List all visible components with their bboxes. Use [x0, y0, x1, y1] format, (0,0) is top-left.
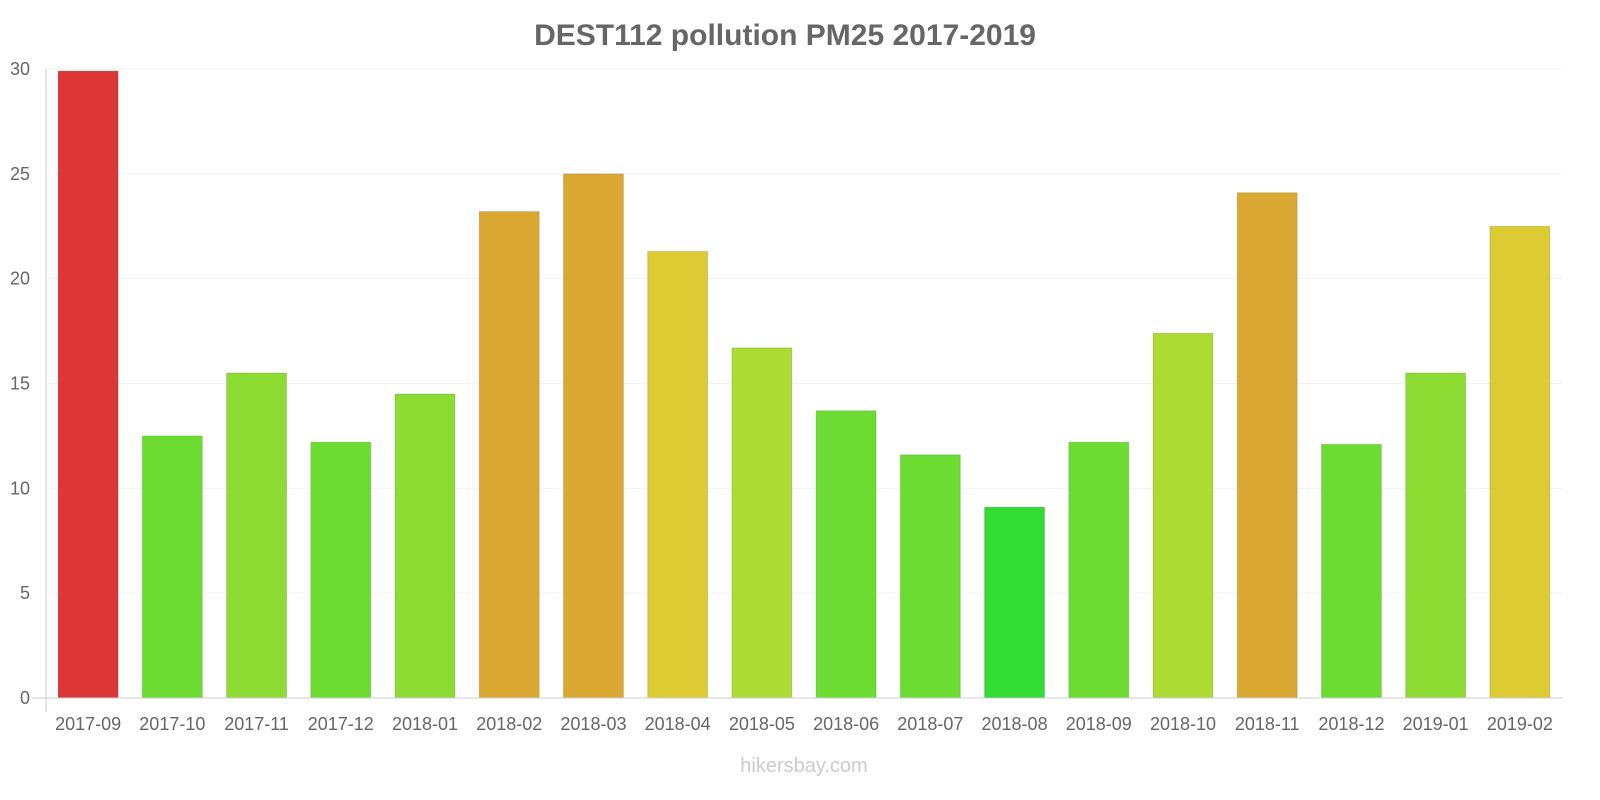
bar-2018-03: 2018-03: 25: [562, 173, 624, 699]
bar-2018-04: 2018-04: 21.3: [647, 250, 709, 699]
x-tick-label: 2017-09: [55, 714, 121, 734]
x-tick-label: 2019-02: [1487, 714, 1553, 734]
x-tick-label: 2018-11: [1235, 714, 1300, 734]
y-tick-label: 20: [10, 269, 30, 289]
y-tick-label: 10: [10, 478, 30, 498]
bar-2018-07: 2018-07: 11.6: [899, 454, 961, 699]
bar-2018-10: 2018-10: 17.4: [1152, 332, 1214, 699]
x-tick-label: 2017-10: [139, 714, 205, 734]
x-tick-label: 2018-01: [392, 714, 458, 734]
bar-2018-02: 2018-02: 23.2: [478, 211, 540, 699]
bar-2019-02: 2019-02: 22.5: [1489, 225, 1551, 699]
y-tick-label: 30: [10, 59, 30, 79]
bar-2017-12: 2017-12: 12.2: [310, 441, 372, 699]
x-tick-label: 2017-11: [224, 714, 289, 734]
x-tick-label: 2019-01: [1403, 714, 1469, 734]
x-tick-label: 2018-04: [645, 714, 711, 734]
bar-2018-11: 2018-11: 24.1: [1236, 192, 1298, 699]
x-tick-label: 2018-06: [813, 714, 879, 734]
x-tick-label: 2017-12: [308, 714, 374, 734]
x-tick-label: 2018-12: [1318, 714, 1384, 734]
watermark: hikersbay.com: [740, 755, 867, 777]
y-tick-label: 5: [20, 583, 30, 603]
y-tick-label: 25: [10, 164, 30, 184]
x-tick-label: 2018-10: [1150, 714, 1216, 734]
bar-2018-05: 2018-05: 16.7: [731, 347, 793, 699]
x-tick-label: 2018-05: [729, 714, 795, 734]
bar-2018-08: 2018-08: 9.1: [984, 506, 1046, 699]
x-tick-label: 2018-02: [476, 714, 542, 734]
x-tick-label: 2018-03: [560, 714, 626, 734]
bar-2017-10: 2017-10: 12.5: [141, 435, 203, 699]
bar-2018-09: 2018-09: 12.2: [1068, 441, 1130, 699]
x-tick-label: 2018-08: [982, 714, 1048, 734]
chart-title: DEST112 pollution PM25 2017-2019: [534, 19, 1036, 52]
y-tick-label: 15: [10, 374, 30, 394]
bar-2018-06: 2018-06: 13.7: [815, 410, 877, 699]
bar-2018-12: 2018-12: 12.1: [1320, 443, 1382, 699]
bar-2017-09: 2017-09: 29.9: [57, 70, 119, 699]
x-tick-label: 2018-09: [1066, 714, 1132, 734]
bar-2018-01: 2018-01: 14.5: [394, 393, 456, 699]
x-tick-label: 2018-07: [897, 714, 963, 734]
y-tick-label: 0: [20, 688, 30, 708]
bar-2017-11: 2017-11: 15.5: [226, 372, 288, 699]
bar-2019-01: 2019-01: 15.5: [1405, 372, 1467, 699]
